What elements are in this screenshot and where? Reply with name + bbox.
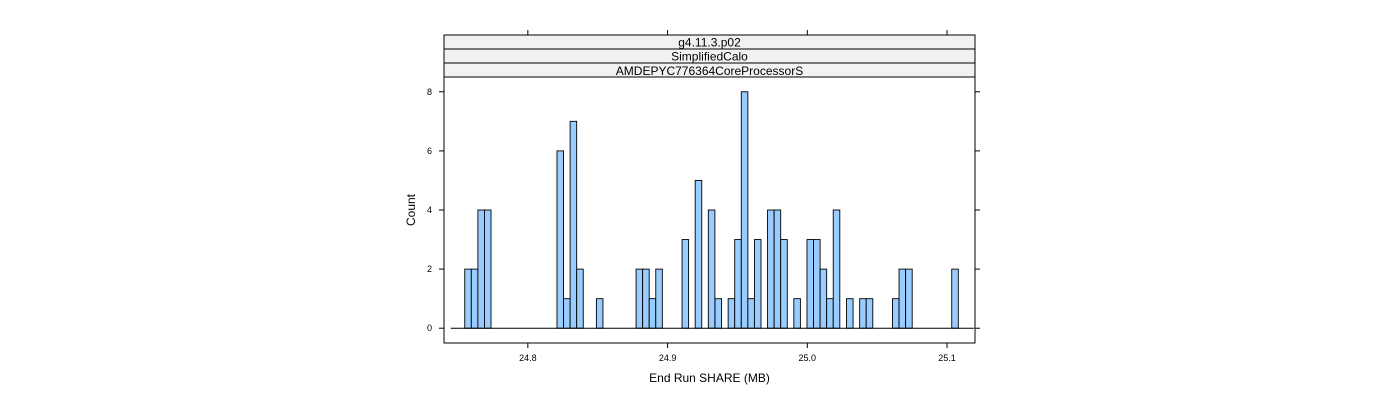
histogram-bar	[595, 298, 604, 329]
y-tick-label: 4	[427, 205, 432, 215]
strip-cpu-label: AMDEPYC776364CoreProcessorS	[616, 64, 803, 78]
histogram-bar	[648, 298, 657, 329]
histogram-bar	[707, 209, 716, 329]
histogram-bar	[898, 268, 907, 329]
y-tick-labels: 0 2 4 6 8	[427, 87, 432, 333]
histogram-bar	[905, 268, 913, 329]
x-tick-label: 25.1	[938, 353, 956, 363]
histogram-bar	[681, 239, 690, 329]
histogram-bar	[767, 209, 775, 329]
histogram-bar	[892, 298, 900, 329]
histogram-bar	[773, 209, 782, 329]
histogram-bar	[740, 91, 749, 329]
histogram-bar	[753, 239, 762, 329]
histogram-bar	[635, 268, 644, 329]
histogram-bar	[470, 268, 479, 329]
x-tick-labels: 24.8 24.9 25.0 25.1	[519, 353, 956, 363]
x-axis-title: End Run SHARE (MB)	[649, 371, 770, 385]
histogram-bar	[806, 239, 814, 329]
histogram-bar	[865, 298, 874, 329]
strip-version-label: g4.11.3.p02	[678, 36, 741, 50]
histogram-bar	[780, 239, 788, 329]
histogram-bar	[477, 209, 485, 329]
histogram-bar	[951, 268, 959, 329]
y-tick-label: 2	[427, 264, 432, 274]
histogram-bar	[813, 239, 821, 329]
strip-calo-label: SimplifiedCalo	[671, 50, 748, 64]
histogram-bar	[826, 298, 834, 329]
histogram-bar	[642, 268, 650, 329]
histogram-bar	[727, 298, 736, 329]
histogram-bar	[694, 179, 703, 329]
histogram-bar	[793, 298, 801, 329]
histogram-bar	[484, 209, 492, 329]
axis-ticks	[439, 30, 980, 348]
histogram-bar	[832, 209, 841, 329]
histogram-bar	[556, 150, 564, 329]
bars-group	[464, 91, 959, 329]
histogram-bar	[819, 268, 828, 329]
histogram-bar	[846, 298, 854, 329]
y-axis-title: Count	[404, 193, 418, 226]
x-tick-label: 25.0	[799, 353, 817, 363]
y-tick-label: 8	[427, 87, 432, 97]
x-tick-label: 24.9	[659, 353, 677, 363]
histogram-bar	[569, 120, 578, 329]
histogram-bar	[464, 268, 472, 329]
histogram-bar	[655, 268, 663, 329]
histogram-bar	[563, 298, 571, 329]
strip-header: g4.11.3.p02 SimplifiedCalo AMDEPYC776364…	[443, 34, 976, 78]
histogram-bar	[576, 268, 584, 329]
histogram-bar	[859, 298, 867, 329]
x-tick-label: 24.8	[519, 353, 537, 363]
y-tick-label: 6	[427, 146, 432, 156]
histogram-bar	[747, 298, 755, 329]
histogram-bar	[734, 239, 742, 329]
histogram-bar	[714, 298, 723, 329]
y-tick-label: 0	[427, 323, 432, 333]
